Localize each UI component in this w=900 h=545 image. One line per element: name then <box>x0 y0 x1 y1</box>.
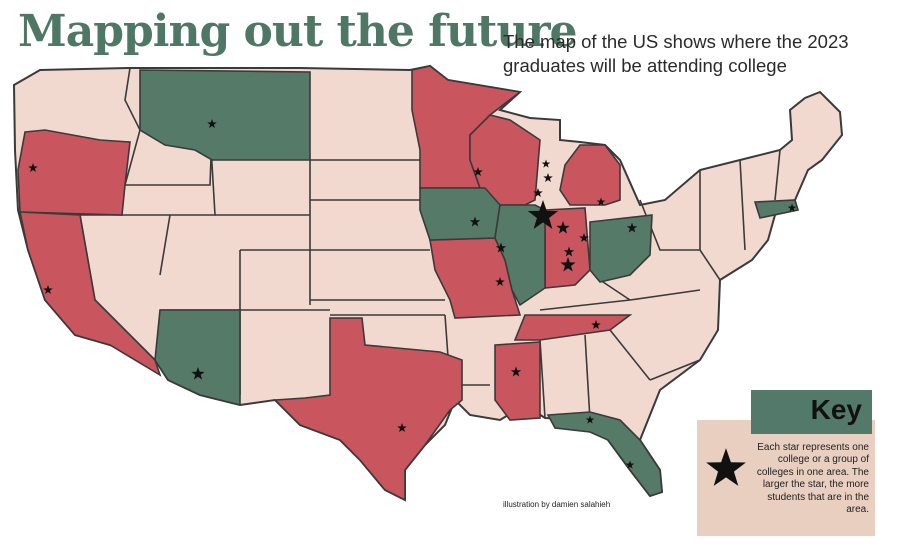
state-wisconsin <box>469 114 541 206</box>
key-title: Key <box>810 394 862 425</box>
state-ohio <box>589 214 653 283</box>
state-iowa <box>419 187 501 241</box>
state-montana <box>139 69 311 161</box>
state-oregon <box>17 129 131 216</box>
red-states <box>17 65 633 502</box>
key-box: Each star represents one college or a gr… <box>697 420 875 536</box>
page-title: Mapping out the future <box>18 6 578 57</box>
key-description: Each star represents one college or a gr… <box>756 442 869 516</box>
green-states <box>139 69 800 497</box>
state-massachusetts <box>753 199 800 219</box>
state-florida <box>546 411 663 497</box>
state-arizona <box>154 309 241 407</box>
state-illinois <box>494 204 546 307</box>
state-texas <box>273 317 463 502</box>
key-star-icon <box>706 448 746 486</box>
page-subtitle: The map of the US shows where the 2023 g… <box>503 31 849 76</box>
state-michigan <box>559 144 621 206</box>
state-indiana <box>544 207 591 289</box>
state-california <box>19 211 162 377</box>
illustration-credit: illustration by damien salahieh <box>503 500 611 509</box>
state-mississippi <box>494 341 541 421</box>
key-header: Key <box>751 390 872 434</box>
state-tennessee <box>513 314 633 341</box>
